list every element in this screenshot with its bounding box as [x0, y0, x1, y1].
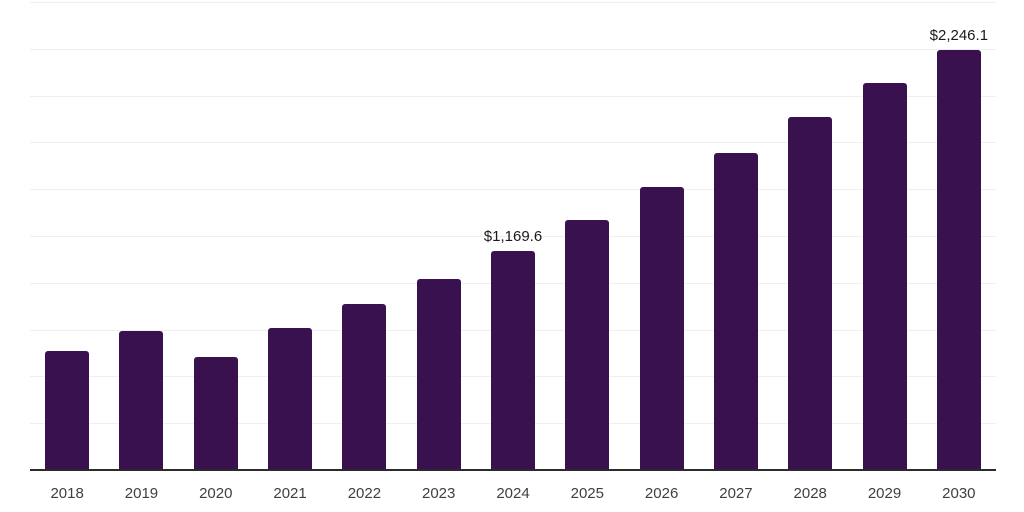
gridline-2250 [30, 48, 996, 50]
bar-2022 [342, 304, 387, 470]
bar-2024 [491, 251, 535, 470]
x-axis-line [30, 469, 996, 471]
bar-2027 [713, 153, 758, 470]
bar-2021 [268, 327, 313, 470]
x-tick-label-2020: 2020 [199, 485, 233, 502]
x-tick-label-2030: 2030 [942, 485, 976, 502]
gridline-2000 [30, 95, 996, 97]
x-tick-label-2018: 2018 [50, 485, 84, 502]
x-tick-label-2025: 2025 [570, 485, 604, 502]
gridline-1750 [30, 142, 996, 144]
gridline-1500 [30, 189, 996, 191]
bar-2023 [416, 278, 461, 470]
bar-2028 [788, 117, 833, 470]
x-tick-label-2024: 2024 [496, 485, 530, 502]
x-tick-label-2023: 2023 [422, 485, 456, 502]
value-label-2024: $1,169.6 [483, 228, 543, 246]
bar-2029 [862, 83, 907, 470]
x-tick-label-2028: 2028 [793, 485, 827, 502]
x-tick-label-2027: 2027 [719, 485, 753, 502]
gridline-2500 [30, 2, 996, 3]
bar-2026 [639, 187, 684, 470]
x-tick-label-2022: 2022 [347, 485, 382, 502]
x-tick-label-2026: 2026 [644, 485, 679, 502]
bar-2025 [565, 220, 610, 470]
value-label-2030: $2,246.1 [929, 26, 989, 44]
x-tick-label-2021: 2021 [273, 485, 307, 502]
bar-2030 [936, 49, 981, 470]
x-tick-label-2019: 2019 [124, 485, 159, 502]
bar-2019 [119, 331, 164, 470]
x-tick-label-2029: 2029 [867, 485, 902, 502]
bar-2018 [45, 350, 90, 470]
bar-2020 [193, 356, 238, 470]
